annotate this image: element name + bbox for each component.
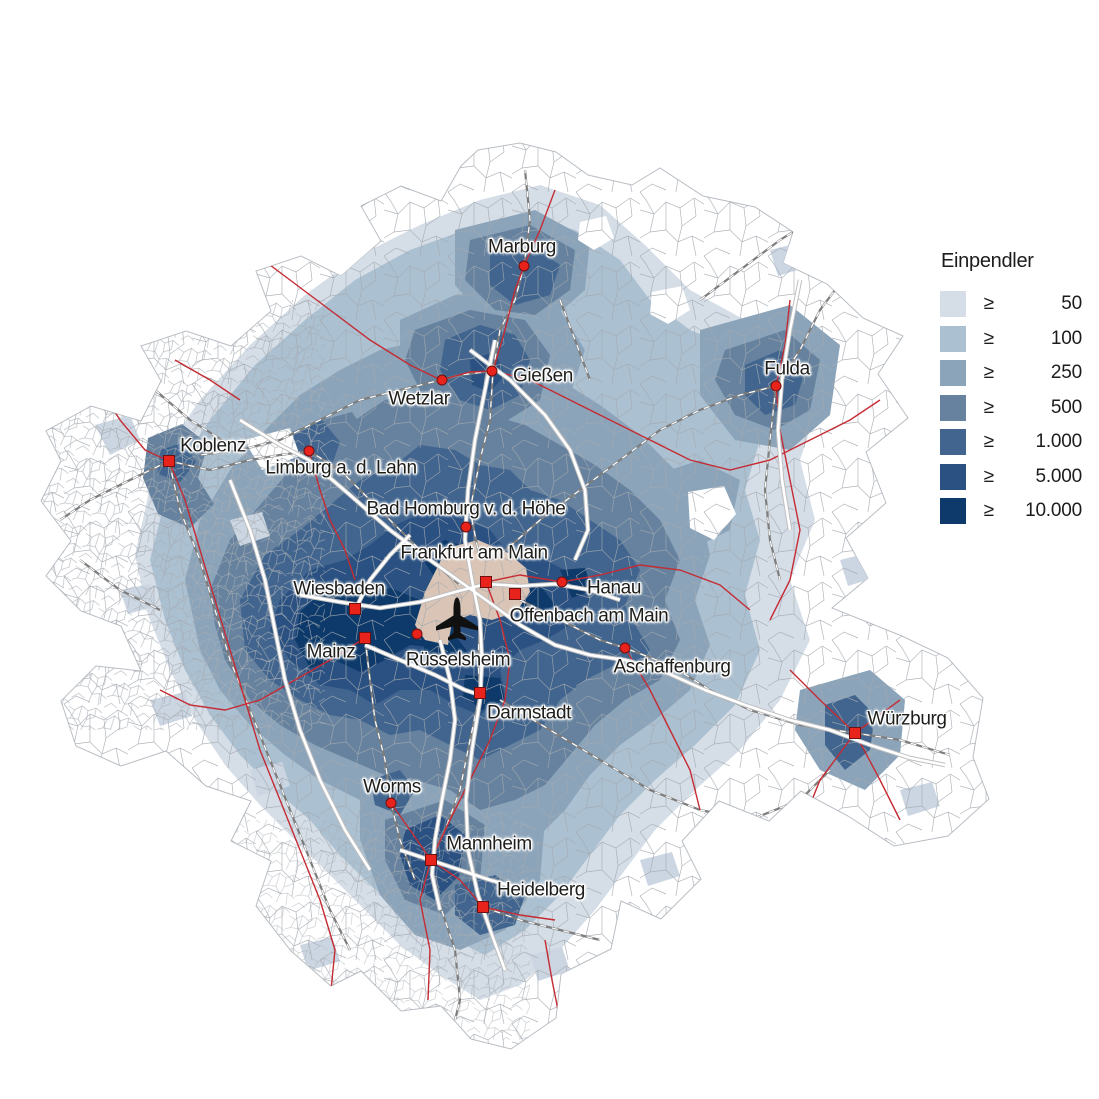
legend-operator: ≥ [983, 396, 995, 418]
legend-value: 250 [1050, 362, 1082, 384]
city-label: Darmstadt [486, 702, 572, 724]
city-label: Mannheim [446, 833, 532, 855]
legend-operator: ≥ [983, 327, 995, 349]
legend-rows: ≥50 ≥100 ≥250 ≥500 ≥1.000 ≥5.000 ≥10.000 [940, 287, 1082, 529]
city-marker-square [474, 687, 486, 699]
city-label: Fulda [764, 358, 810, 380]
legend-value: 10.000 [1025, 500, 1082, 522]
legend-swatch [940, 463, 966, 490]
legend-row: ≥5.000 [940, 460, 1082, 495]
city-label: Wiesbaden [293, 578, 385, 600]
legend-value: 100 [1050, 327, 1082, 349]
legend-operator: ≥ [983, 293, 995, 315]
city-label: Frankfurt am Main [400, 542, 548, 564]
legend: Einpendler ≥50 ≥100 ≥250 ≥500 ≥1.000 ≥5.000 ≥1… [940, 250, 1082, 529]
legend-row: ≥50 [940, 287, 1082, 322]
city-marker-square [349, 603, 361, 615]
legend-swatch [940, 325, 966, 352]
city-marker-circle [556, 576, 568, 588]
legend-swatch [940, 291, 966, 318]
city-marker-square [480, 576, 492, 588]
city-marker-circle [619, 642, 631, 654]
city-label: Worms [363, 776, 421, 798]
city-label: Marburg [488, 236, 556, 258]
city-marker-circle [770, 380, 782, 392]
city-label: Bad Homburg v. d. Höhe [366, 498, 566, 520]
legend-row: ≥250 [940, 356, 1082, 391]
legend-swatch [940, 394, 966, 421]
legend-operator: ≥ [983, 465, 995, 487]
city-label: Aschaffenburg [613, 656, 731, 678]
city-label: Koblenz [180, 435, 246, 457]
legend-operator: ≥ [983, 362, 995, 384]
legend-row: ≥500 [940, 391, 1082, 426]
city-label: Würzburg [867, 708, 947, 730]
legend-value: 1.000 [1035, 431, 1082, 453]
legend-value: 500 [1050, 396, 1082, 418]
city-label: Wetzlar [388, 388, 450, 410]
legend-row: ≥1.000 [940, 425, 1082, 460]
city-label: Offenbach am Main [509, 605, 669, 627]
city-label: Gießen [513, 365, 573, 387]
legend-row: ≥100 [940, 322, 1082, 357]
legend-operator: ≥ [983, 431, 995, 453]
legend-swatch [940, 429, 966, 456]
city-marker-square [849, 727, 861, 739]
city-marker-circle [518, 260, 530, 272]
legend-swatch [940, 498, 966, 525]
city-label: Mainz [306, 641, 356, 663]
city-label: Hanau [587, 577, 641, 599]
legend-swatch [940, 360, 966, 387]
city-label: Heidelberg [497, 879, 585, 901]
city-marker-circle [486, 365, 498, 377]
city-marker-square [359, 632, 371, 644]
city-marker-square [163, 455, 175, 467]
city-label: Limburg a. d. Lahn [265, 457, 417, 479]
legend-title: Einpendler [941, 250, 1034, 272]
municipality-mosaic [40, 142, 990, 1050]
airplane-icon [434, 595, 480, 648]
legend-row: ≥10.000 [940, 494, 1082, 529]
legend-value: 5.000 [1035, 465, 1082, 487]
city-marker-circle [385, 797, 397, 809]
city-label: Rüsselsheim [405, 649, 511, 671]
city-marker-square [425, 854, 437, 866]
city-marker-circle [436, 374, 448, 386]
city-marker-square [509, 588, 521, 600]
legend-operator: ≥ [983, 500, 995, 522]
city-marker-circle [303, 445, 315, 457]
city-marker-circle [411, 628, 423, 640]
legend-value: 50 [1061, 293, 1082, 315]
city-marker-circle [460, 521, 472, 533]
city-marker-square [477, 901, 489, 913]
